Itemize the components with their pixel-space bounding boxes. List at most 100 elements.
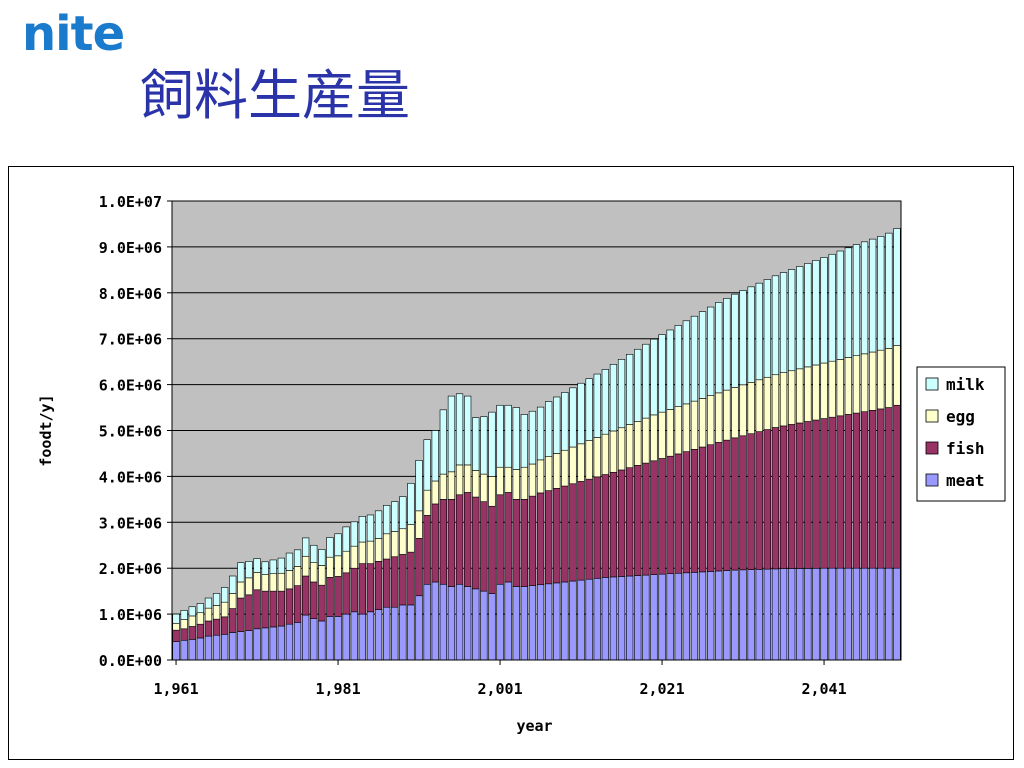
bar-egg-2026 xyxy=(698,398,707,448)
bar-egg-2029 xyxy=(723,389,731,441)
bar-milk-2022 xyxy=(666,329,674,410)
bar-egg-2040 xyxy=(812,364,820,421)
y-tick-label: 0.0E+00 xyxy=(99,652,162,670)
bar-egg-2013 xyxy=(593,437,601,478)
bar-fish-1972 xyxy=(261,590,269,629)
bar-meat-2027 xyxy=(707,571,715,661)
bar-milk-1978 xyxy=(310,544,318,563)
bar-egg-1973 xyxy=(269,573,277,592)
bar-egg-1981 xyxy=(334,555,342,577)
bar-meat-1962 xyxy=(180,639,188,661)
bar-fish-2041 xyxy=(820,418,828,569)
bar-egg-1993 xyxy=(431,480,439,505)
bar-meat-2031 xyxy=(739,569,747,661)
bar-meat-2003 xyxy=(512,586,520,661)
bar-meat-2009 xyxy=(561,581,569,661)
bar-fish-1994 xyxy=(439,499,447,585)
bar-fish-1989 xyxy=(399,554,407,606)
bar-egg-1970 xyxy=(245,577,253,596)
y-axis-title: foodt/y] xyxy=(37,394,55,466)
y-tick-label: 8.0E+06 xyxy=(99,285,162,303)
nite-logo: nite xyxy=(22,6,125,62)
bar-egg-2000 xyxy=(488,476,496,507)
bar-egg-2033 xyxy=(755,379,763,432)
bar-milk-2015 xyxy=(609,364,618,432)
bar-milk-2040 xyxy=(812,260,820,366)
bar-meat-1961 xyxy=(172,641,180,661)
bar-egg-1984 xyxy=(358,541,366,564)
slide-title: 飼料生産量 xyxy=(140,64,410,127)
bar-meat-1994 xyxy=(439,583,447,661)
bar-milk-2047 xyxy=(869,238,877,353)
bar-fish-2003 xyxy=(512,499,520,587)
bar-meat-2010 xyxy=(569,580,577,661)
bar-fish-2002 xyxy=(504,492,512,583)
bar-milk-2002 xyxy=(504,404,512,468)
bar-egg-1976 xyxy=(293,566,302,586)
bar-meat-2023 xyxy=(674,572,682,661)
bar-milk-1962 xyxy=(180,610,188,620)
bar-fish-2006 xyxy=(536,492,545,586)
bar-egg-1966 xyxy=(212,605,221,620)
bar-egg-1999 xyxy=(480,473,488,502)
bar-fish-1967 xyxy=(221,616,229,635)
bar-fish-2029 xyxy=(723,439,731,571)
bar-egg-2044 xyxy=(844,357,852,415)
bar-fish-2020 xyxy=(650,460,658,575)
y-tick-label: 3.0E+06 xyxy=(99,514,162,532)
bar-egg-2005 xyxy=(528,463,537,497)
bar-fish-2030 xyxy=(731,437,739,571)
x-tick-label: 2,041 xyxy=(801,680,846,698)
bar-milk-2008 xyxy=(553,396,561,454)
bar-fish-1966 xyxy=(212,618,221,636)
bar-milk-1982 xyxy=(342,526,350,552)
bar-egg-2008 xyxy=(553,453,561,489)
bar-milk-2038 xyxy=(796,266,804,370)
bar-meat-1972 xyxy=(261,627,269,661)
bar-meat-2037 xyxy=(788,568,796,661)
bar-milk-2036 xyxy=(779,272,788,373)
bar-milk-2034 xyxy=(763,279,771,378)
bar-egg-1971 xyxy=(253,572,261,591)
bar-meat-2004 xyxy=(520,586,528,661)
bar-meat-1996 xyxy=(455,583,464,661)
bar-milk-1973 xyxy=(269,559,277,575)
bar-egg-1980 xyxy=(326,556,334,578)
bar-milk-2016 xyxy=(617,359,626,429)
bar-milk-2030 xyxy=(731,293,739,388)
bar-fish-1999 xyxy=(480,501,488,592)
bar-meat-1965 xyxy=(204,635,213,661)
bar-milk-1974 xyxy=(277,557,285,574)
bar-fish-1985 xyxy=(366,563,375,613)
bar-fish-1963 xyxy=(188,626,196,640)
y-tick-label: 6.0E+06 xyxy=(99,377,162,395)
bar-milk-1985 xyxy=(366,514,375,542)
bar-egg-1986 xyxy=(374,538,383,562)
bar-milk-1980 xyxy=(326,537,334,558)
bar-fish-2018 xyxy=(634,465,642,576)
bar-milk-2042 xyxy=(828,253,836,362)
bar-milk-2009 xyxy=(561,392,569,451)
bar-milk-1983 xyxy=(350,521,358,547)
bar-meat-2008 xyxy=(553,582,561,661)
bar-meat-1976 xyxy=(293,622,302,661)
bar-meat-2018 xyxy=(634,575,642,661)
bar-milk-2007 xyxy=(545,401,553,457)
bar-egg-2038 xyxy=(796,368,804,424)
bar-milk-2014 xyxy=(601,369,609,435)
bar-fish-2035 xyxy=(771,427,780,570)
bar-egg-2035 xyxy=(771,374,780,428)
bar-meat-1988 xyxy=(391,606,399,661)
bar-meat-1980 xyxy=(326,616,334,661)
bar-fish-2014 xyxy=(601,474,609,578)
bar-meat-2021 xyxy=(658,573,666,661)
bar-milk-2023 xyxy=(674,325,682,407)
bar-fish-2045 xyxy=(852,412,861,569)
bar-egg-1972 xyxy=(261,574,269,592)
bar-meat-1981 xyxy=(334,616,342,661)
bar-milk-2035 xyxy=(771,275,780,376)
bar-milk-1963 xyxy=(188,606,196,617)
bar-fish-1980 xyxy=(326,577,334,617)
bar-egg-1991 xyxy=(415,510,423,539)
bar-milk-1969 xyxy=(237,562,245,583)
